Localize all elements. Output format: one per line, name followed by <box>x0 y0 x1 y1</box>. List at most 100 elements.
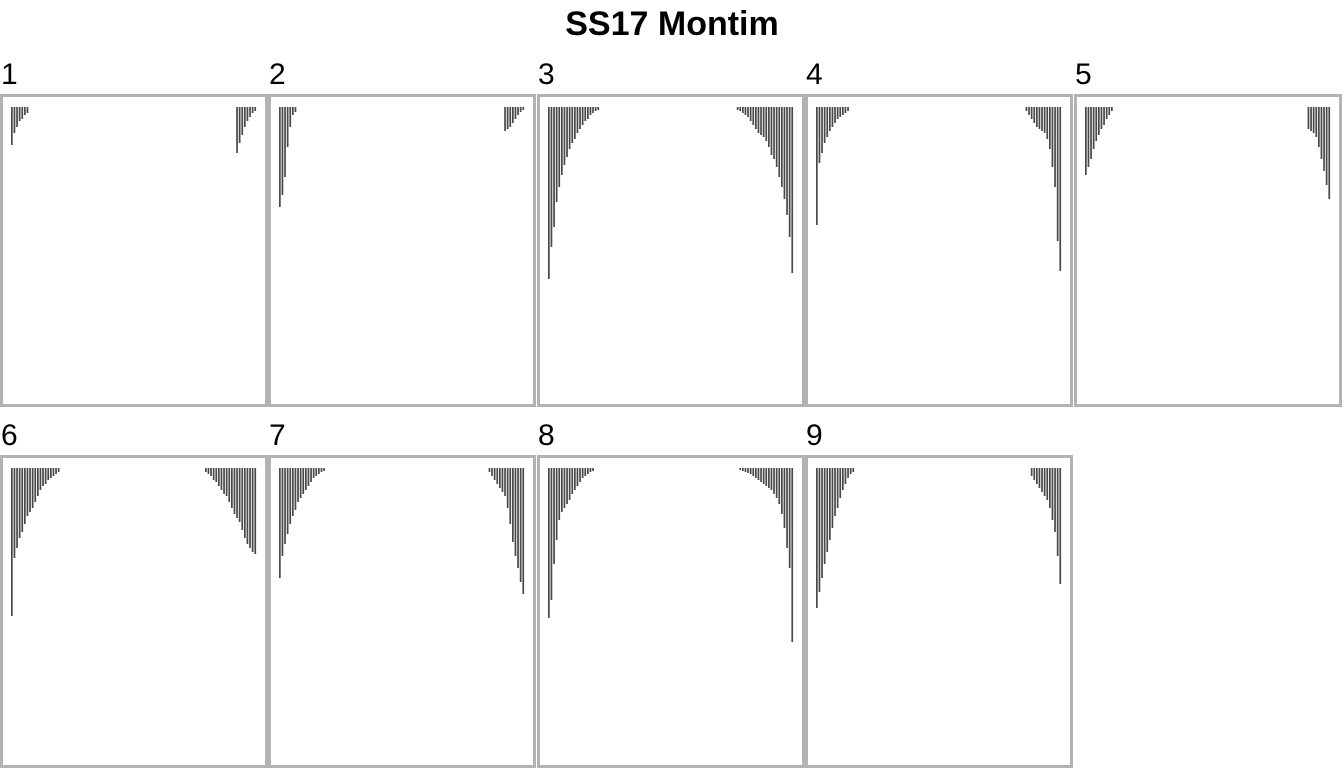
bar-right <box>1051 468 1054 520</box>
bar-right <box>739 107 742 111</box>
bar-left <box>292 107 294 115</box>
bar-left <box>561 107 563 175</box>
bar-right <box>1310 107 1312 131</box>
bar-left <box>844 468 847 484</box>
bar-right <box>244 468 246 538</box>
bar-left <box>55 468 57 474</box>
bar-left <box>589 468 592 472</box>
bar-right <box>1051 107 1054 167</box>
bar-right <box>251 468 254 552</box>
panel-frame <box>537 94 805 407</box>
bar-left <box>571 468 574 494</box>
bar-right <box>1043 468 1046 496</box>
bar-left <box>576 468 579 486</box>
bar-right <box>786 468 788 548</box>
bar-left <box>1100 107 1103 129</box>
bar-left <box>550 468 553 600</box>
panel-frame <box>1074 94 1342 407</box>
bar-left <box>26 107 29 113</box>
bar-left <box>286 107 289 147</box>
bar-left <box>37 468 39 496</box>
bar-left <box>13 107 16 133</box>
bar-left <box>587 468 589 474</box>
bar-right <box>765 107 768 141</box>
bar-left <box>279 468 281 578</box>
bar-left <box>284 107 286 177</box>
bar-right <box>1323 107 1325 171</box>
bar-left <box>829 468 831 540</box>
bar-left <box>563 107 566 165</box>
bar-right <box>231 468 233 508</box>
bar-right <box>517 468 519 568</box>
bar-left <box>284 468 286 544</box>
bar-left <box>21 468 24 532</box>
bar-left <box>847 107 849 111</box>
bar-left <box>839 107 842 117</box>
bar-right <box>1054 468 1056 532</box>
bar-right <box>778 468 781 504</box>
bar-left <box>597 107 600 110</box>
bar-left <box>307 468 310 486</box>
bar-right <box>762 468 765 484</box>
bar-left <box>568 107 571 149</box>
bar-left <box>553 107 555 227</box>
bar-right <box>747 107 749 117</box>
bar-left <box>584 107 587 121</box>
bar-right <box>225 468 228 496</box>
bar-right <box>241 468 244 530</box>
bar-left <box>592 468 594 471</box>
bar-left <box>571 107 574 143</box>
panel-label: 3 <box>538 58 555 91</box>
bar-left <box>1105 107 1108 119</box>
bar-left <box>558 468 561 520</box>
bar-left <box>323 468 325 471</box>
panel-label: 6 <box>1 419 18 452</box>
bar-right <box>762 107 765 137</box>
bar-left <box>16 468 18 548</box>
bar-right <box>223 468 225 494</box>
bar-left <box>589 107 592 115</box>
bar-right <box>744 107 747 115</box>
bar-left <box>574 468 576 490</box>
bar-right <box>1312 107 1315 133</box>
bar-left <box>57 468 60 472</box>
bar-left <box>52 468 55 476</box>
bar-right <box>522 468 525 594</box>
bar-left <box>279 107 281 207</box>
bar-right <box>1038 468 1041 488</box>
bar-left <box>289 468 292 524</box>
bar-right <box>755 107 757 129</box>
bar-right <box>496 468 499 484</box>
bar-left <box>16 107 18 127</box>
bar-right <box>775 468 778 498</box>
bar-right <box>775 107 778 167</box>
bar-right <box>1033 468 1036 480</box>
bar-right <box>1033 107 1036 123</box>
panel-frame <box>0 94 268 407</box>
bar-right <box>1046 468 1049 500</box>
panel-frame <box>0 455 268 768</box>
bar-left <box>821 107 823 153</box>
bar-left <box>829 107 831 131</box>
panel-label: 7 <box>269 419 286 452</box>
bar-left <box>579 468 581 482</box>
panel-frame <box>537 455 805 768</box>
bar-right <box>749 107 752 121</box>
bar-right <box>241 107 244 135</box>
bar-left <box>34 468 37 502</box>
bar-left <box>292 468 294 516</box>
bar-right <box>783 107 786 199</box>
bar-left <box>50 468 52 478</box>
bar-right <box>1036 107 1038 127</box>
bar-right <box>491 468 493 476</box>
bar-right <box>249 107 251 117</box>
bar-right <box>1059 468 1062 584</box>
bar-right <box>770 107 773 155</box>
bar-left <box>11 107 13 145</box>
bar-left <box>289 107 292 127</box>
bar-left <box>831 468 834 528</box>
bar-right <box>488 468 491 472</box>
bar-right <box>765 468 768 486</box>
bar-left <box>566 468 568 504</box>
bar-right <box>749 468 752 474</box>
